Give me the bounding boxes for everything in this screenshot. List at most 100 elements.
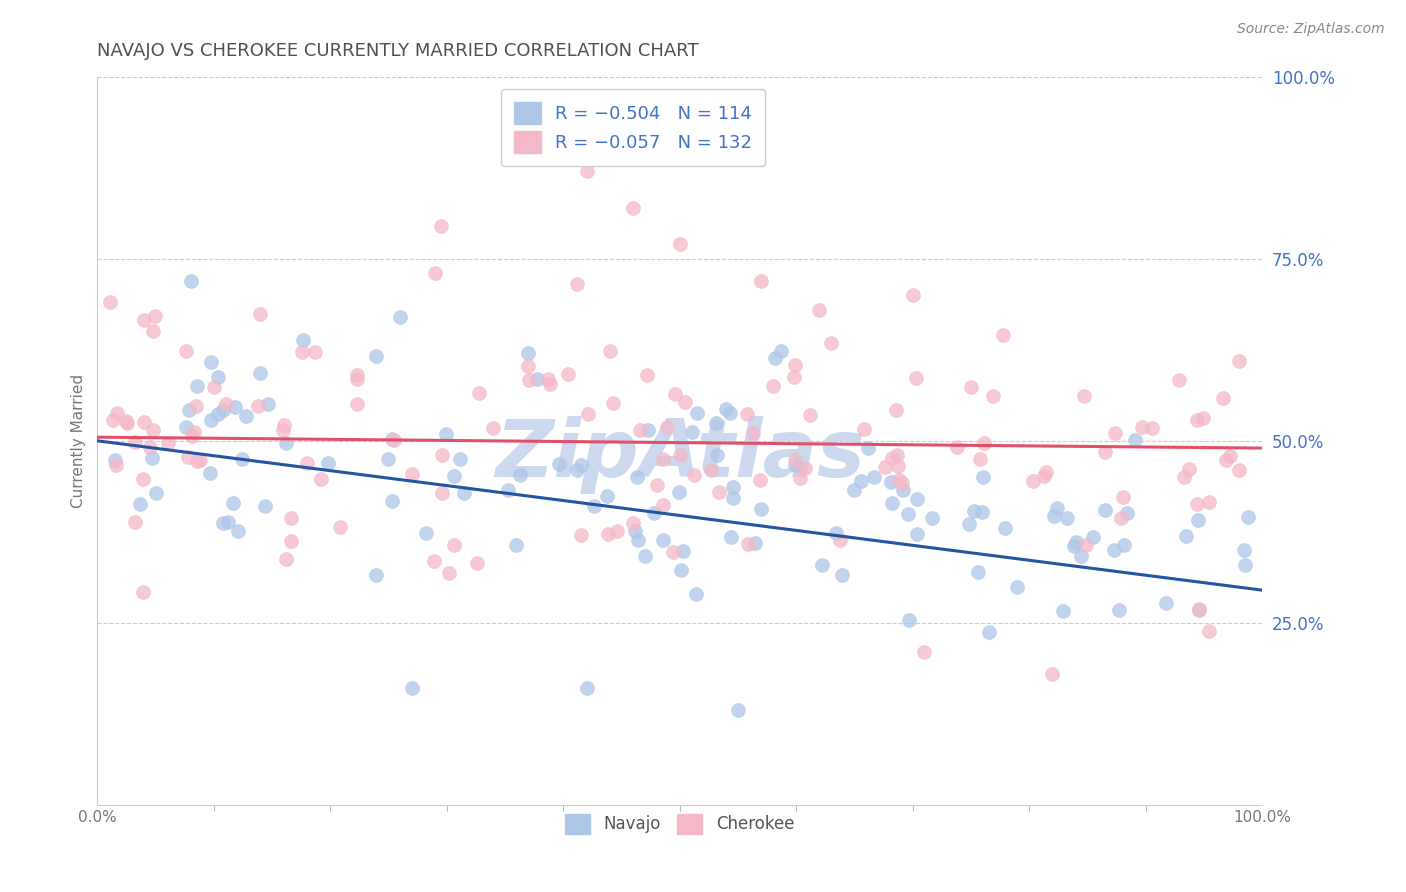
- Point: [134, 313, 156, 327]
- Point: [628, 423, 651, 437]
- Point: [1185, 413, 1208, 427]
- Point: [141, 450, 163, 465]
- Point: [381, 432, 404, 446]
- Point: [1188, 602, 1211, 616]
- Point: [636, 368, 658, 382]
- Point: [824, 526, 846, 541]
- Point: [132, 472, 155, 486]
- Text: Source: ZipAtlas.com: Source: ZipAtlas.com: [1237, 22, 1385, 37]
- Point: [967, 565, 990, 579]
- Point: [174, 344, 197, 359]
- Point: [706, 448, 728, 462]
- Point: [1140, 421, 1163, 435]
- Point: [912, 645, 935, 659]
- Point: [749, 502, 772, 516]
- Point: [945, 440, 967, 454]
- Point: [972, 469, 994, 483]
- Point: [1112, 490, 1135, 504]
- Point: [207, 407, 229, 421]
- Point: [1154, 596, 1177, 610]
- Point: [567, 277, 589, 292]
- Point: [98, 295, 121, 310]
- Point: [449, 452, 471, 467]
- Point: [718, 405, 741, 419]
- Point: [652, 451, 675, 466]
- Point: [1052, 604, 1074, 618]
- Point: [1112, 539, 1135, 553]
- Point: [517, 373, 540, 387]
- Point: [921, 511, 943, 525]
- Point: [879, 475, 901, 489]
- Point: [1168, 373, 1191, 387]
- Point: [1234, 558, 1257, 572]
- Point: [211, 516, 233, 530]
- Point: [207, 369, 229, 384]
- Point: [526, 372, 548, 386]
- Point: [537, 372, 560, 386]
- Point: [873, 459, 896, 474]
- Point: [382, 433, 405, 447]
- Point: [783, 358, 806, 372]
- Point: [808, 302, 831, 317]
- Point: [891, 483, 914, 498]
- Point: [669, 563, 692, 577]
- Point: [156, 436, 179, 450]
- Point: [1237, 510, 1260, 524]
- Point: [381, 493, 404, 508]
- Y-axis label: Currently Married: Currently Married: [72, 374, 86, 508]
- Point: [1173, 469, 1195, 483]
- Point: [828, 533, 851, 547]
- Point: [744, 536, 766, 550]
- Point: [215, 396, 238, 410]
- Point: [316, 456, 339, 470]
- Point: [177, 450, 200, 464]
- Point: [145, 486, 167, 500]
- Point: [453, 486, 475, 500]
- Point: [655, 419, 678, 434]
- Point: [257, 397, 280, 411]
- Point: [637, 423, 659, 437]
- Point: [1227, 463, 1250, 477]
- Point: [104, 458, 127, 473]
- Text: NAVAJO VS CHEROKEE CURRENTLY MARRIED CORRELATION CHART: NAVAJO VS CHEROKEE CURRENTLY MARRIED COR…: [97, 42, 699, 60]
- Point: [685, 587, 707, 601]
- Point: [905, 492, 928, 507]
- Point: [748, 473, 770, 487]
- Point: [884, 402, 907, 417]
- Point: [183, 425, 205, 439]
- Point: [957, 516, 980, 531]
- Point: [273, 417, 295, 432]
- Point: [569, 458, 592, 472]
- Text: ZipAtlas: ZipAtlas: [495, 417, 865, 494]
- Point: [652, 498, 675, 512]
- Point: [897, 507, 920, 521]
- Point: [672, 543, 695, 558]
- Point: [709, 485, 731, 500]
- Point: [516, 359, 538, 374]
- Point: [811, 558, 834, 573]
- Point: [565, 463, 588, 477]
- Point: [346, 368, 368, 382]
- Point: [727, 703, 749, 717]
- Point: [139, 440, 162, 454]
- Point: [699, 463, 721, 477]
- Point: [200, 354, 222, 368]
- Point: [297, 456, 319, 470]
- Point: [1233, 543, 1256, 558]
- Point: [973, 436, 995, 450]
- Point: [498, 483, 520, 498]
- Point: [681, 425, 703, 439]
- Point: [863, 470, 886, 484]
- Point: [664, 386, 686, 401]
- Point: [271, 423, 294, 437]
- Point: [763, 351, 786, 366]
- Point: [329, 519, 352, 533]
- Point: [309, 472, 332, 486]
- Point: [783, 370, 806, 384]
- Point: [1175, 528, 1198, 542]
- Point: [1198, 624, 1220, 639]
- Point: [682, 467, 704, 482]
- Point: [1188, 601, 1211, 615]
- Point: [621, 201, 644, 215]
- Point: [231, 452, 253, 467]
